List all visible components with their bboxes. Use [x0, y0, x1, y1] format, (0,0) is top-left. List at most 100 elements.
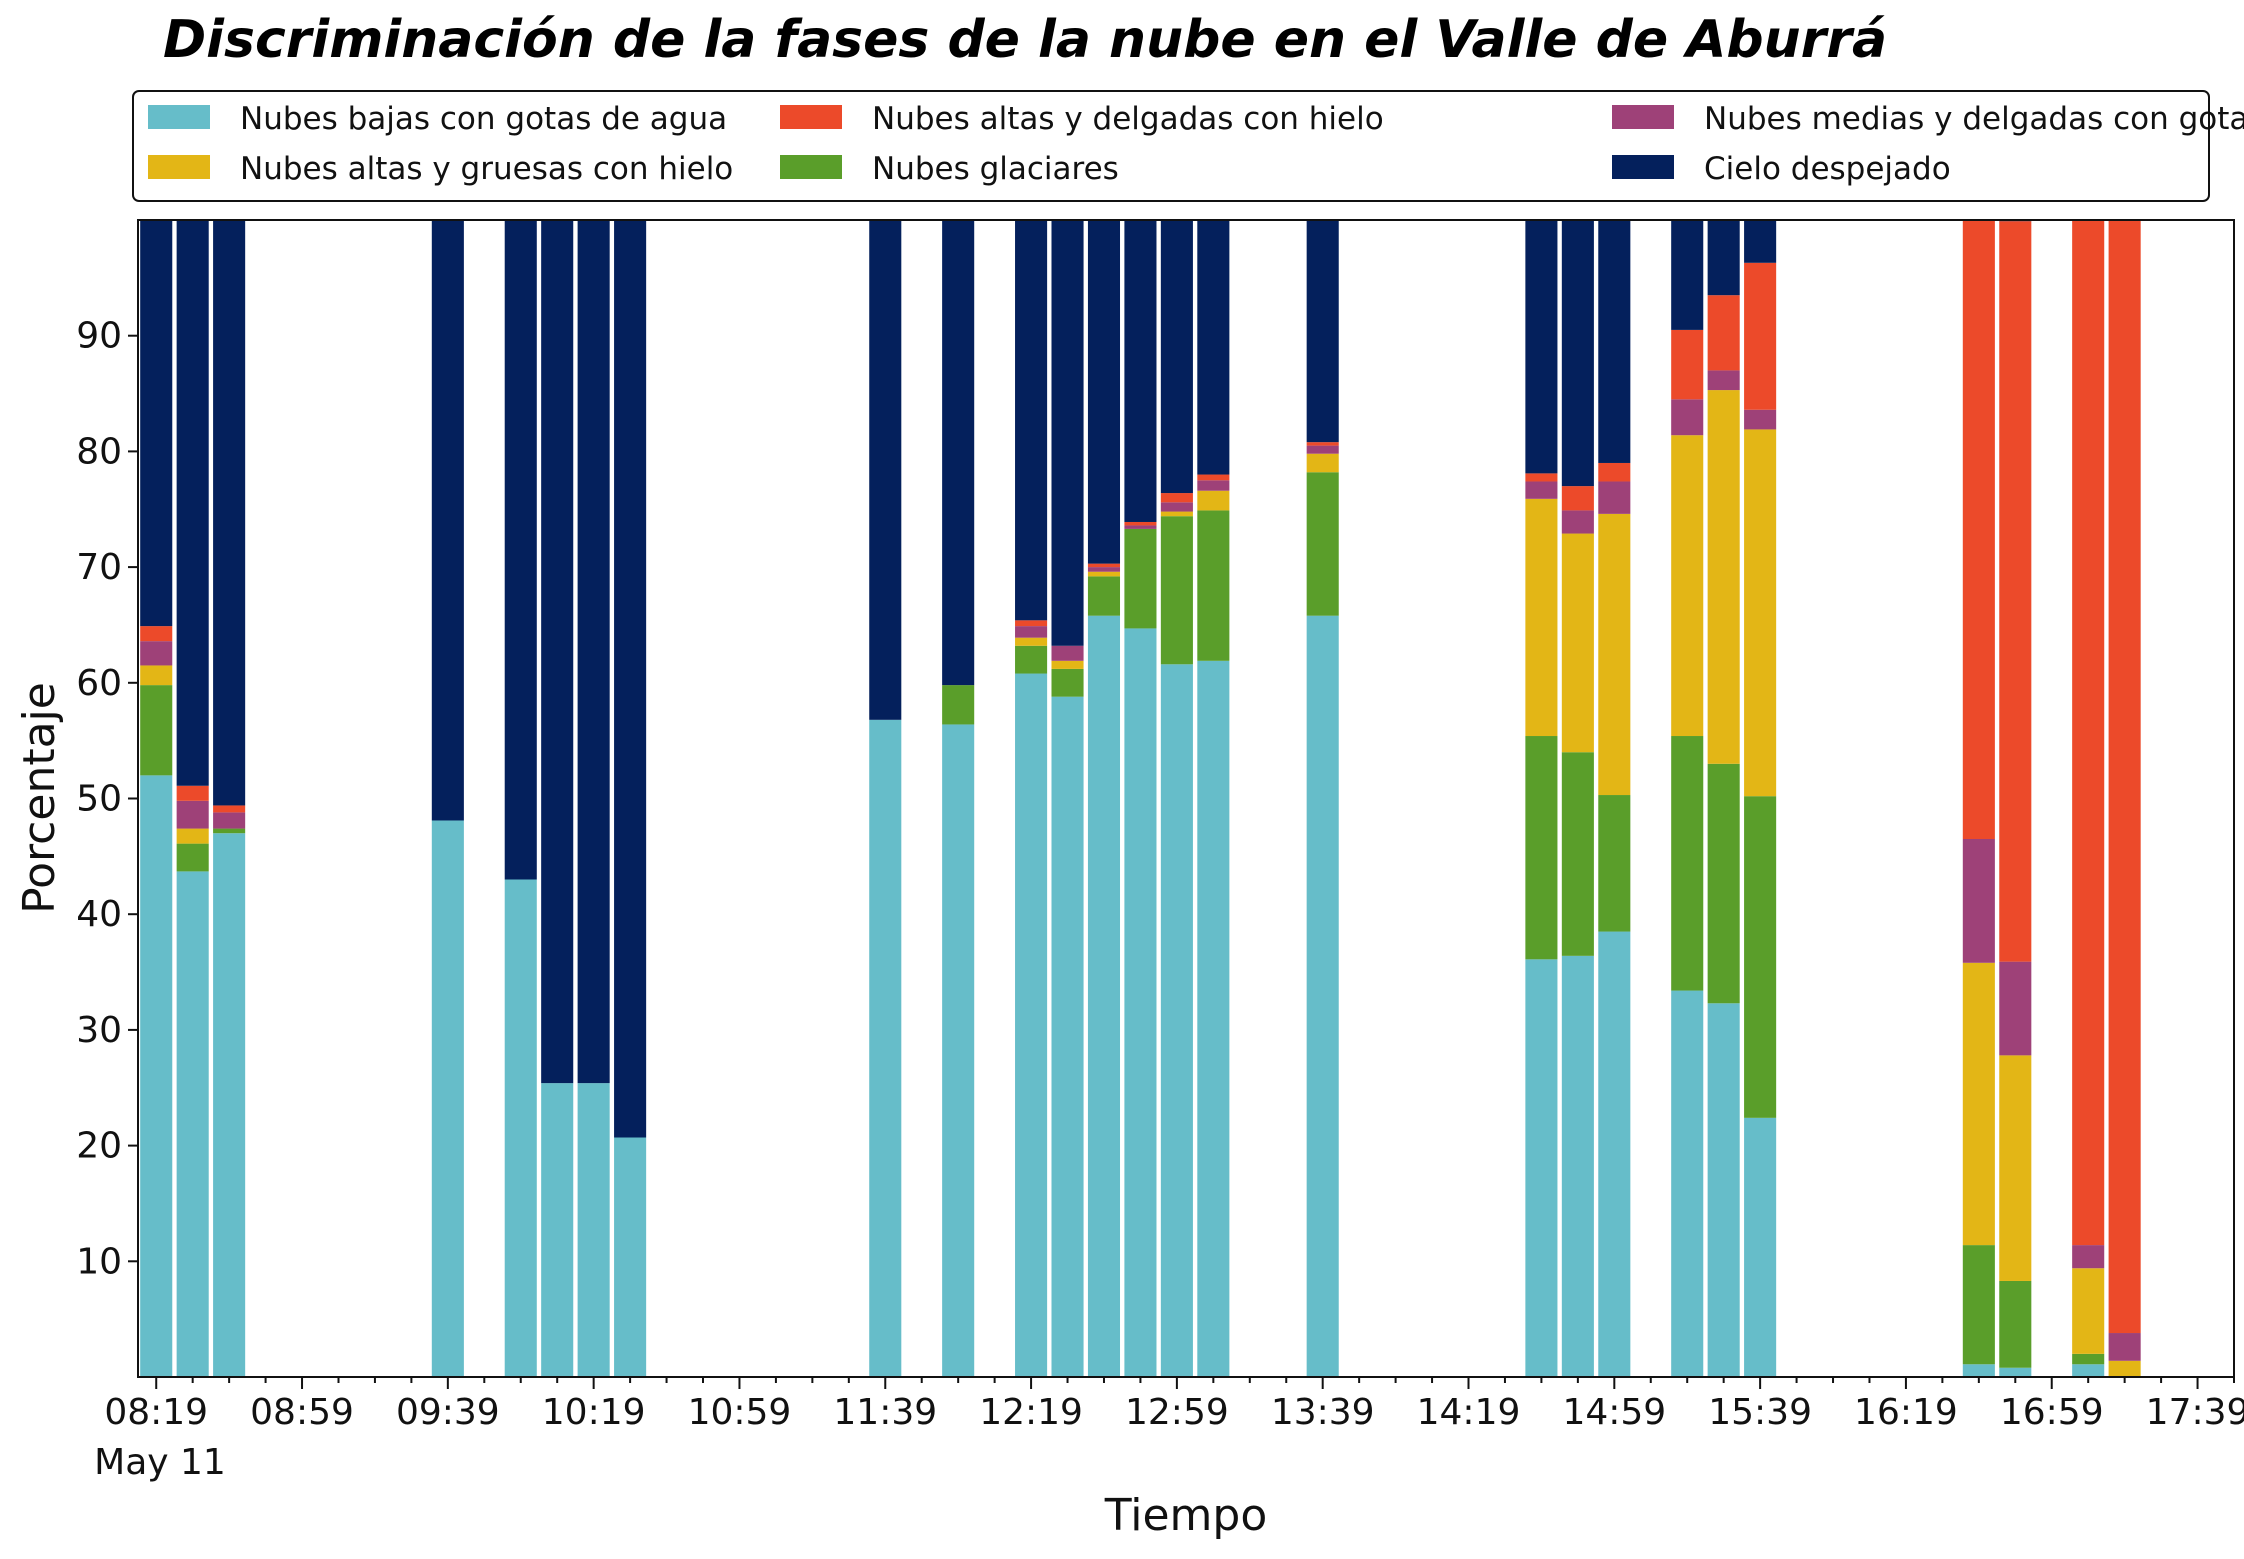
bar-segment — [942, 685, 975, 725]
bar-segment — [176, 220, 209, 786]
chart-title: Discriminación de la fases de la nube en… — [163, 10, 1887, 70]
bar-segment — [1124, 220, 1157, 522]
bar-segment — [1744, 429, 1777, 797]
bar-segment — [1744, 1117, 1777, 1377]
bar-segment — [1306, 472, 1339, 616]
bar-segment — [176, 828, 209, 844]
bar-segment — [1962, 962, 1995, 1246]
bars — [140, 220, 2141, 1377]
bar-segment — [213, 220, 246, 806]
bar-segment — [577, 220, 610, 1084]
x-tick-label: 08:59 — [250, 1392, 354, 1433]
bar-segment — [504, 220, 537, 880]
bar-segment — [2108, 220, 2141, 1334]
legend-label: Cielo despejado — [1704, 151, 1951, 187]
y-tick-label: 50 — [76, 779, 122, 820]
bar-segment — [1707, 763, 1740, 1004]
bar-segment — [541, 220, 574, 1084]
bar-segment — [1962, 1364, 1995, 1377]
bar-segment — [1525, 220, 1558, 474]
x-tick-label: 14:19 — [1417, 1392, 1521, 1433]
x-axis-label: Tiempo — [1104, 1490, 1268, 1541]
bar-segment — [1197, 660, 1230, 1377]
bar-segment — [1124, 521, 1157, 526]
bar-segment — [942, 724, 975, 1377]
bar-segment — [614, 220, 647, 1138]
x-date-label: May 11 — [94, 1442, 226, 1483]
x-tick-label: 10:59 — [688, 1392, 792, 1433]
x-tick-label: 17:39 — [2146, 1392, 2244, 1433]
bar-segment — [213, 833, 246, 1377]
legend-items: Nubes bajas con gotas de agua Nubes altas… — [148, 101, 2244, 187]
bar-segment — [140, 626, 173, 642]
bar-segment — [1707, 295, 1740, 371]
bar-segment — [1015, 645, 1048, 674]
legend-box — [132, 90, 2210, 202]
bar-segment — [1015, 637, 1048, 646]
bar-segment — [1160, 502, 1193, 512]
bar-segment — [176, 800, 209, 829]
bar-segment — [1598, 462, 1631, 482]
x-tick-label: 13:39 — [1271, 1392, 1375, 1433]
y-tick-label: 90 — [76, 316, 122, 357]
x-tick-label: 10:19 — [542, 1392, 646, 1433]
y-axis-label: Porcentaje — [14, 682, 65, 914]
bar-segment — [1561, 510, 1594, 534]
x-tick-label: 08:19 — [104, 1392, 208, 1433]
bar-segment — [140, 220, 173, 627]
bar-segment — [1999, 221, 2032, 962]
y-tick-label: 70 — [76, 547, 122, 588]
bar-segment — [1051, 660, 1084, 669]
legend-label: Nubes bajas con gotas de agua — [240, 101, 727, 137]
bar-segment — [1999, 1280, 2032, 1368]
legend-label: Nubes medias y delgadas con gotas de agu… — [1704, 101, 2244, 137]
bar-segment — [1525, 473, 1558, 482]
bar-segment — [1671, 399, 1704, 436]
bar-segment — [1306, 220, 1339, 443]
bar-segment — [1306, 442, 1339, 446]
bar-segment — [1087, 615, 1121, 1377]
bar-segment — [1197, 490, 1230, 511]
bar-segment — [1015, 620, 1048, 627]
bar-segment — [140, 775, 173, 1377]
bar-segment — [869, 719, 902, 1377]
bar-segment — [1999, 1367, 2032, 1377]
bar-segment — [1999, 961, 2032, 1056]
bar-segment — [431, 220, 464, 821]
y-tick-label: 30 — [76, 1010, 122, 1051]
legend-label: Nubes glaciares — [872, 151, 1119, 187]
bar-segment — [1744, 220, 1777, 263]
y-tick-label: 40 — [76, 894, 122, 935]
bar-segment — [1561, 533, 1594, 753]
bar-segment — [1306, 445, 1339, 454]
bar-segment — [2072, 220, 2105, 1246]
bar-segment — [1744, 796, 1777, 1118]
bar-segment — [1087, 571, 1121, 577]
bar-segment — [1671, 736, 1704, 991]
bar-segment — [1598, 513, 1631, 796]
bar-segment — [431, 820, 464, 1377]
bar-segment — [1124, 628, 1157, 1377]
bar-segment — [140, 665, 173, 686]
bar-segment — [1087, 567, 1121, 572]
x-tick-label: 16:59 — [2000, 1392, 2104, 1433]
bar-segment — [1197, 220, 1230, 475]
bar-segment — [614, 1137, 647, 1377]
bar-segment — [1671, 220, 1704, 330]
bar-segment — [1598, 481, 1631, 514]
y-tick-label: 80 — [76, 431, 122, 472]
x-axis: 08:19 08:59 09:39 10:19 10:59 11:39 12:19 12:59… — [104, 1377, 2244, 1433]
bar-segment — [541, 1083, 574, 1377]
bar-segment — [1051, 220, 1084, 646]
bar-segment — [1525, 959, 1558, 1377]
bar-segment — [1671, 990, 1704, 1377]
legend-swatch — [1612, 155, 1674, 179]
x-tick-label: 11:39 — [833, 1392, 937, 1433]
bar-segment — [577, 1083, 610, 1377]
legend-label: Nubes altas y gruesas con hielo — [240, 151, 733, 187]
bar-segment — [1160, 516, 1193, 665]
bar-segment — [2072, 1268, 2105, 1354]
legend-swatch — [1612, 105, 1674, 129]
bar-segment — [176, 843, 209, 872]
bar-segment — [869, 220, 902, 720]
